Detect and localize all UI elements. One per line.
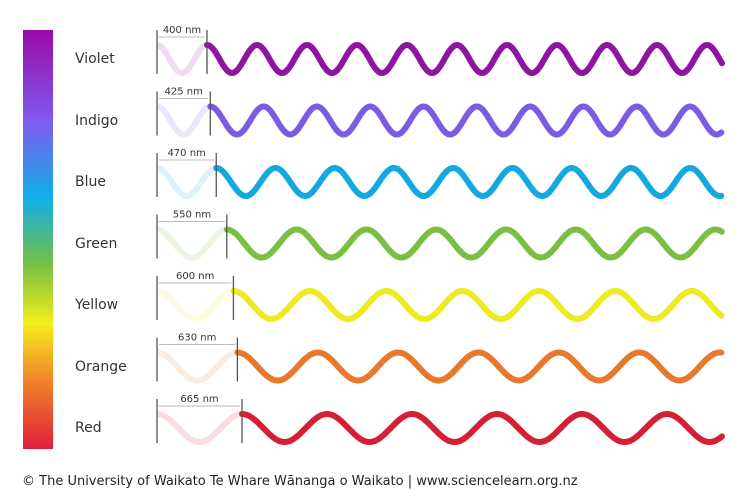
wavelength-label: 425 nm: [164, 87, 202, 98]
wave: [204, 41, 725, 77]
wave-row-violet: 400 nm: [156, 25, 725, 77]
wavelength-label: 550 nm: [173, 210, 211, 221]
wave: [207, 103, 725, 138]
wave: [230, 288, 725, 322]
faded-wavelength-wave: [156, 103, 211, 138]
faded-wavelength-wave: [157, 288, 234, 322]
wavelength-label: 400 nm: [163, 25, 201, 36]
colour-label-indigo: Indigo: [75, 112, 119, 129]
wave: [239, 411, 725, 445]
faded-wavelength-wave: [156, 165, 217, 199]
wave-row-orange: 630 nm: [156, 333, 725, 384]
colour-label-blue: Blue: [75, 174, 106, 190]
wave-row-red: 665 nm: [156, 394, 725, 445]
wavelength-label: 630 nm: [178, 333, 216, 344]
faded-wavelength-wave: [157, 349, 238, 384]
wave-row-green: 550 nm: [156, 210, 725, 261]
colour-label-violet: Violet: [75, 51, 115, 67]
colour-label-yellow: Yellow: [75, 297, 119, 313]
faded-wavelength-wave: [156, 226, 227, 261]
wavelength-label: 470 nm: [167, 148, 205, 159]
wavelength-label: 665 nm: [180, 394, 218, 405]
wave-row-indigo: 425 nm: [156, 87, 725, 138]
wave: [223, 226, 725, 261]
copyright-footer: © The University of Waikato Te Whare Wān…: [22, 474, 578, 489]
wave: [234, 349, 725, 384]
wavelength-label: 600 nm: [176, 271, 214, 282]
colour-label-red: Red: [75, 420, 102, 436]
colour-label-green: Green: [75, 235, 118, 252]
wave-row-yellow: 600 nm: [156, 271, 725, 322]
faded-wavelength-wave: [156, 42, 208, 77]
colour-label-orange: Orange: [75, 358, 127, 375]
wave: [213, 164, 725, 200]
spectrum-gradient-bar: [23, 30, 53, 449]
wave-row-blue: 470 nm: [156, 148, 725, 200]
faded-wavelength-wave: [157, 411, 242, 445]
